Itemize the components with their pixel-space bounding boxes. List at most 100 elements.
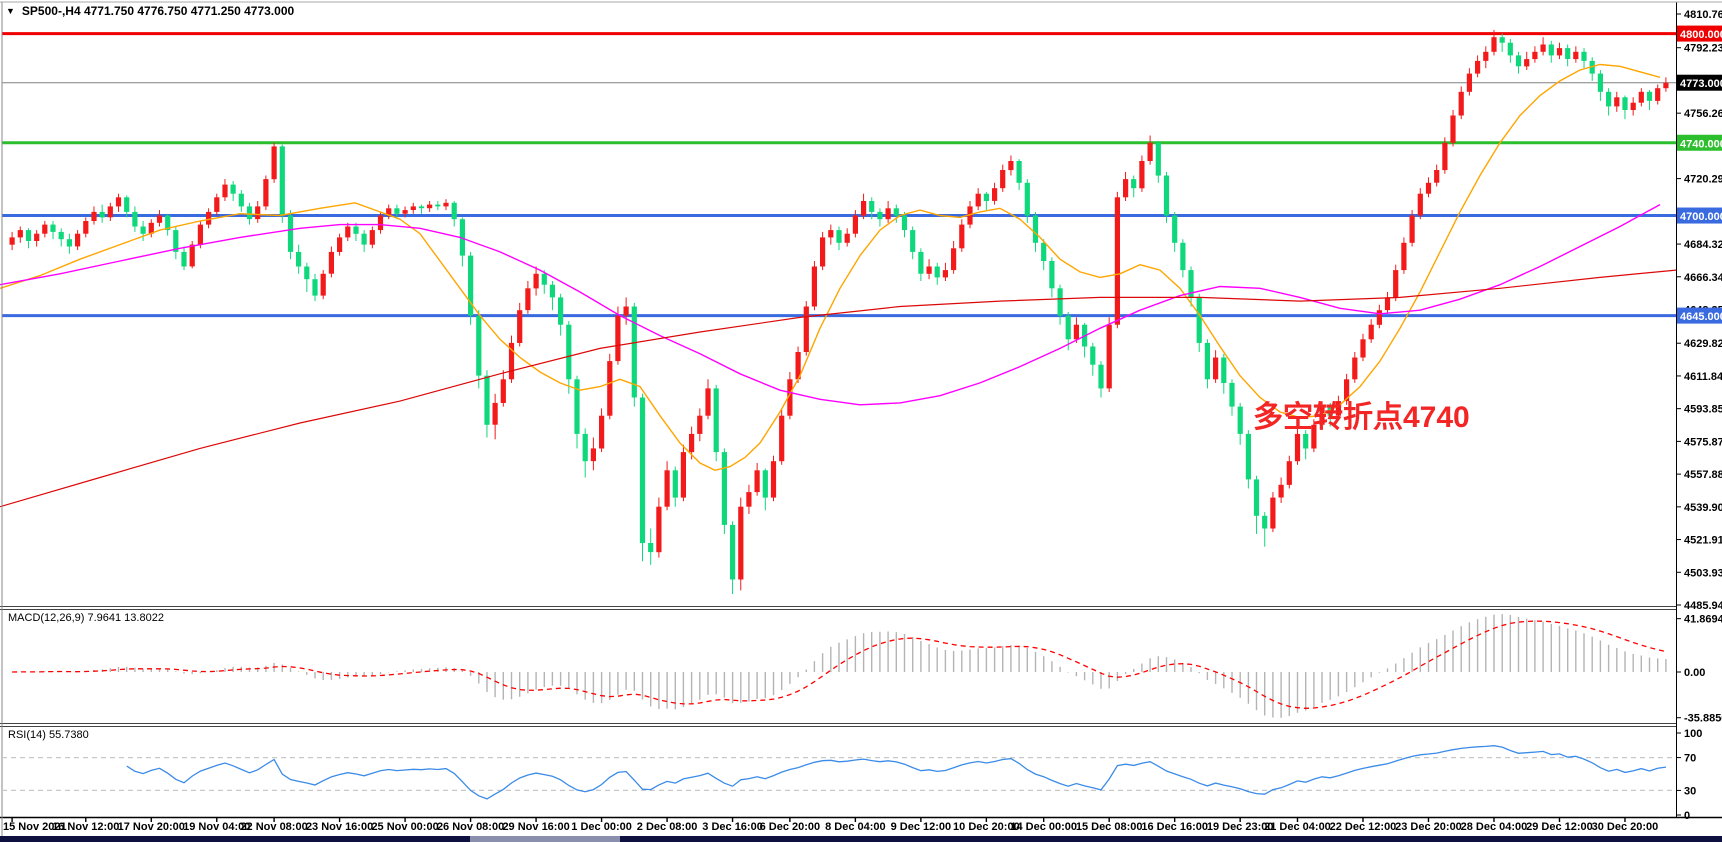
- price-badge-4645.000: [1677, 307, 1722, 324]
- candle-body: [549, 284, 555, 298]
- candle-body: [623, 306, 629, 316]
- candle-body: [1368, 324, 1374, 340]
- candle-body: [206, 211, 212, 225]
- candle-body: [967, 206, 973, 225]
- time-axis-label: 28 Dec 04:00: [1461, 821, 1528, 833]
- candle-body: [1065, 315, 1071, 340]
- candle-body: [730, 524, 736, 580]
- candle-body: [214, 197, 220, 212]
- time-axis-label: 25 Nov 00:00: [371, 821, 438, 833]
- candle-body: [312, 279, 318, 296]
- macd-indicator-label: MACD(12,26,9) 7.9641 13.8022: [8, 612, 164, 624]
- candle-body: [1106, 324, 1112, 389]
- candle-body: [418, 206, 425, 209]
- time-axis-label: 9 Dec 12:00: [891, 821, 952, 833]
- candle-body: [1131, 179, 1137, 189]
- candle-body: [951, 248, 957, 271]
- candle-body: [639, 397, 646, 544]
- price-tick-label: 4575.870: [1684, 436, 1722, 448]
- candle-body: [1139, 161, 1145, 189]
- candle-body: [66, 239, 72, 247]
- candle-body: [1376, 310, 1382, 325]
- price-tick-label: 4557.885: [1684, 469, 1722, 481]
- candle-body: [287, 215, 294, 252]
- candle-body: [394, 208, 400, 214]
- candle-body: [124, 197, 130, 212]
- price-tick-label: 4792.235: [1684, 43, 1722, 55]
- candle-body: [1024, 182, 1030, 216]
- candle-body: [869, 201, 875, 212]
- bottom-bar-segment: [470, 836, 620, 842]
- candle-body: [132, 211, 138, 227]
- candle-body: [1581, 51, 1587, 61]
- candle-body: [1393, 270, 1399, 298]
- price-tick-label: 4756.265: [1684, 108, 1722, 120]
- candle-body: [1327, 406, 1333, 416]
- candle-body: [1286, 461, 1292, 485]
- candle-body: [263, 179, 269, 207]
- price-tick-label: 4539.900: [1684, 502, 1722, 514]
- candle-body: [787, 379, 793, 416]
- price-tick-label: 4810.765: [1684, 9, 1722, 21]
- candle-body: [1049, 261, 1055, 289]
- candle-body: [762, 470, 768, 498]
- candle-body: [1352, 357, 1358, 380]
- candle-body: [1499, 37, 1505, 43]
- candle-body: [975, 193, 981, 207]
- candle-body: [1311, 424, 1317, 449]
- symbol-info-bar: ▼ SP500-,H4 4771.750 4776.750 4771.250 4…: [6, 4, 294, 18]
- candle-body: [599, 415, 605, 449]
- candle-body: [836, 230, 842, 243]
- symbol-dropdown-triangle-icon[interactable]: ▼: [6, 6, 15, 16]
- candle-body: [17, 230, 23, 238]
- price-tick-label: 4666.340: [1684, 272, 1722, 284]
- macd-signal-line: [12, 620, 1667, 709]
- candle-body: [1303, 433, 1309, 449]
- macd-axis-label: 0.00: [1684, 667, 1705, 679]
- time-axis-label: 6 Dec 20:00: [760, 821, 821, 833]
- candle-body: [566, 324, 572, 380]
- price-tick-label: 4611.840: [1684, 371, 1722, 383]
- candle-body: [369, 230, 375, 245]
- candle-body: [402, 210, 408, 214]
- time-axis-label: 17 Nov 20:00: [118, 821, 185, 833]
- candle-body: [574, 379, 580, 434]
- candle-body: [189, 244, 195, 267]
- candle-body: [115, 197, 122, 207]
- candle-body: [484, 375, 490, 425]
- candle-body: [99, 211, 105, 218]
- candle-body: [435, 204, 441, 207]
- candle-body: [91, 211, 97, 221]
- candle-body: [1573, 51, 1579, 60]
- candle-body: [1606, 91, 1612, 107]
- candle-body: [844, 233, 850, 243]
- candle-body: [1663, 82, 1669, 89]
- candle-body: [1016, 161, 1022, 183]
- candle-body: [337, 237, 343, 252]
- candle-body: [361, 233, 367, 245]
- candle-body: [1344, 379, 1350, 402]
- candle-body: [1655, 88, 1661, 101]
- time-axis-label: 22 Dec 12:00: [1330, 821, 1397, 833]
- candle-body: [1360, 339, 1366, 358]
- time-axis-label: 22 Nov 08:00: [240, 821, 307, 833]
- rsi-axis-label: 70: [1684, 753, 1696, 765]
- candle-body: [246, 206, 253, 220]
- candle-body: [443, 202, 449, 207]
- candle-body: [877, 211, 883, 220]
- candle-body: [1221, 357, 1227, 383]
- candle-body: [1409, 215, 1415, 243]
- candle-body: [353, 226, 359, 234]
- candle-body: [525, 288, 531, 311]
- candle-body: [1483, 51, 1489, 61]
- candle-body: [770, 461, 777, 498]
- candle-body: [410, 206, 416, 210]
- candle-body: [926, 266, 932, 274]
- price-badge-4740.000: [1677, 134, 1722, 151]
- price-badge-text: 4740.000: [1680, 138, 1722, 150]
- candle-body: [541, 273, 547, 285]
- candle-body: [934, 266, 940, 278]
- price-tick-label: 4720.295: [1684, 174, 1722, 186]
- time-axis-label: 1 Dec 00:00: [571, 821, 632, 833]
